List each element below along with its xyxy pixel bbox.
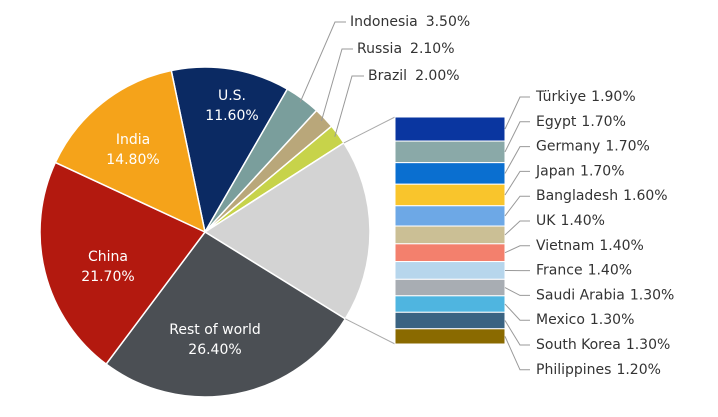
bar-value: 1.70% [580,163,624,179]
bar-label: Mexico 1.30% [536,312,634,328]
bar-segment [394,295,506,313]
bar-value: 1.30% [630,287,674,303]
bar-name: UK [536,213,556,229]
slice-label: Russia 2.10% [357,41,455,57]
bar-value: 1.40% [588,263,632,279]
pie-slice [105,231,347,398]
bar-segment [394,225,506,245]
slice-label: Rest of world [169,322,260,338]
bar-segment [394,183,506,207]
bar-name: France [536,263,583,279]
slice-label: China [88,249,128,265]
bar-name: Japan [535,163,575,179]
bar-value: 1.30% [590,312,634,328]
leader-line [334,75,364,137]
bar-segment [394,311,506,330]
leader-line [504,245,530,254]
slice-label: U.S. [218,88,246,104]
leader-line [504,320,530,346]
bar-label: Philippines 1.20% [536,362,661,378]
slice-name: Indonesia [350,14,418,30]
bar-name: Egypt [536,114,577,130]
bar-segment [394,162,506,185]
slice-value: 2.10% [410,41,454,57]
slice-label: Indonesia 3.50% [350,14,470,30]
bar-value: 1.40% [599,238,643,254]
bar-name: Germany [536,139,600,155]
bar-value: 1.70% [605,139,649,155]
slice-value: 3.50% [426,14,470,30]
bar-label: UK 1.40% [536,213,605,229]
bar-label: Japan 1.70% [535,163,625,179]
bar-name: South Korea [536,337,621,353]
leader-line [504,287,530,296]
leader-line [504,195,530,217]
bar-value: 1.60% [623,188,667,204]
slice-name: Russia [357,41,402,57]
bar-value: 1.90% [591,89,635,105]
leader-line [504,96,530,130]
slice-value: 14.80% [106,152,159,168]
slice-label: Brazil 2.00% [368,68,460,84]
bar-segment [394,140,506,164]
bar-label: Vietnam 1.40% [536,238,644,254]
slice-value: 11.60% [205,108,258,124]
leader-line [299,21,346,103]
bar-value: 1.70% [581,114,625,130]
slice-value: 21.70% [81,269,134,285]
slice-value: 2.00% [415,68,459,84]
leader-line [504,220,530,236]
connector [345,318,396,345]
bar-segment [394,116,506,142]
leader-line [504,121,530,153]
bar-name: Bangladesh [536,188,618,204]
leader-line [504,303,530,321]
bar-label: Germany 1.70% [536,139,650,155]
bar-name: Saudi Arabia [536,287,625,303]
bar-segment [394,328,506,345]
bar-value: 1.30% [626,337,670,353]
bar-label: Türkiye 1.90% [535,89,636,105]
leader-line [504,336,530,371]
pie-slice [54,69,207,234]
connector [343,116,396,144]
bar-name: Philippines [536,362,611,378]
bar-segment [394,278,506,297]
bar-label: South Korea 1.30% [536,337,670,353]
pie-slice [170,66,289,235]
bar-label: Saudi Arabia 1.30% [536,287,674,303]
slice-value: 26.40% [188,342,241,358]
leader-line [504,170,530,196]
bar-segment [394,261,506,280]
pie-slice [203,141,371,320]
bar-value: 1.40% [560,213,604,229]
bar-label: Egypt 1.70% [536,114,626,130]
bar-name: Türkiye [535,89,586,105]
bar-segment [394,243,506,263]
bar-segment [394,205,506,227]
bar-name: Mexico [536,312,585,328]
bar-label: Bangladesh 1.60% [536,188,668,204]
slice-name: Brazil [368,68,407,84]
leader-line [320,48,353,121]
leader-line [504,146,530,174]
bar-value: 1.20% [616,362,660,378]
bar-name: Vietnam [536,238,594,254]
bar-label: France 1.40% [536,263,632,279]
slice-label: India [116,132,150,148]
